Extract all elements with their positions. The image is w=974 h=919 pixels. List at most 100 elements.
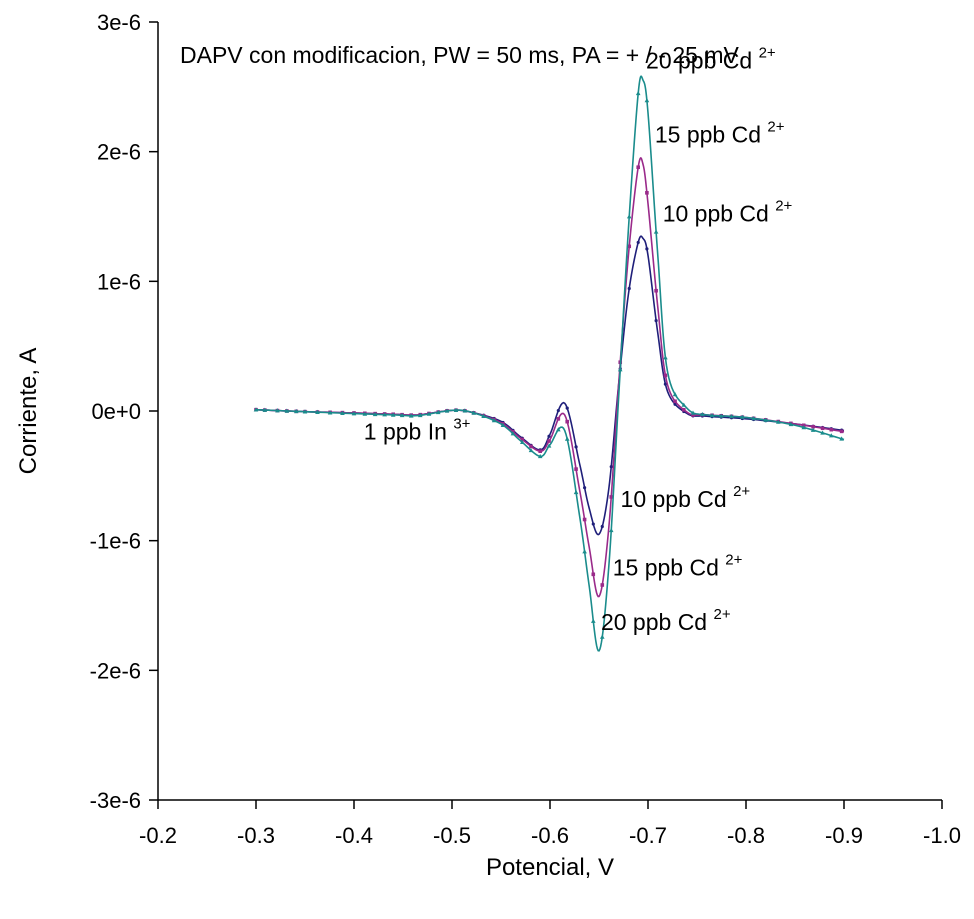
annotation-text: 10 ppb Cd [663,201,776,227]
annotation-label: 20 ppb Cd 2+ [601,606,731,635]
x-tick-label: -0.6 [531,823,569,848]
data-point [645,191,649,195]
data-point [635,90,641,96]
data-point [556,427,561,432]
x-tick-label: -0.7 [629,823,667,848]
data-point [556,417,561,421]
data-point [582,517,587,522]
annotation-label: 10 ppb Cd 2+ [663,198,793,227]
data-point [340,410,345,415]
data-point [426,411,432,416]
x-tick-label: -1.0 [923,823,961,848]
annotation-layer: 1 ppb In 3+20 ppb Cd 2+15 ppb Cd 2+10 pp… [364,45,793,635]
chart-title: DAPV con modificacion, PW = 50 ms, PA = … [180,42,739,68]
y-tick-label: 1e-6 [97,269,141,294]
x-tick-label: -0.8 [727,823,765,848]
data-point [481,413,486,419]
data-point [351,411,357,416]
data-point [644,98,650,103]
series-1 [254,235,845,536]
annotation-superscript: 2+ [759,45,776,62]
data-point [582,549,587,554]
data-point [600,583,605,587]
data-point [435,409,441,415]
y-axis-title: Corriente, A [15,348,42,475]
annotation-superscript: 2+ [775,198,792,215]
data-point [681,402,687,407]
annotation-text: 15 ppb Cd [655,122,768,148]
annotation-label: 1 ppb In 3+ [364,416,471,445]
data-point [626,214,632,219]
data-point [636,165,640,170]
annotation-text: 20 ppb Cd [646,48,759,74]
annotation-text: 20 ppb Cd [601,609,714,635]
data-point [546,443,552,448]
data-point [682,407,686,412]
data-point [600,524,604,529]
data-point [462,408,468,413]
annotation-label: 20 ppb Cd 2+ [646,45,776,74]
y-tick-label: -3e-6 [90,788,141,813]
data-point [828,433,834,438]
annotation-superscript: 2+ [725,552,742,569]
data-point [617,367,623,372]
data-point [574,445,578,449]
data-point [362,411,368,416]
data-point [740,414,745,419]
x-axis-title: Potencial, V [486,854,614,881]
data-point [547,434,551,438]
data-point [820,426,825,431]
data-point [500,422,506,427]
annotation-label: 15 ppb Cd 2+ [613,552,743,581]
annotation-superscript: 2+ [767,119,784,136]
data-point [673,399,677,404]
data-point [444,408,450,413]
data-point [829,427,834,432]
data-point [709,413,715,418]
data-point [399,412,405,418]
data-point [700,411,705,417]
y-tick-label: -1e-6 [90,529,141,554]
data-point [417,412,423,418]
y-ticks: -3e-6 -2e-6 -1e-6 0e+0 1e-6 2e-6 3e-6 [90,10,158,813]
data-point [654,288,658,293]
data-point [591,522,595,526]
data-point [663,373,668,378]
data-point [820,430,825,435]
data-point [408,413,414,418]
data-point [547,439,551,443]
data-point [382,412,387,417]
data-point [327,410,333,415]
data-point [590,618,596,623]
data-point [636,240,640,245]
data-point [275,408,280,413]
data-point [528,447,534,453]
annotation-text: 1 ppb In [364,419,454,445]
data-point [390,412,396,417]
data-point [609,465,613,469]
data-point [556,408,560,413]
x-ticks: -0.2 -0.3 -0.4 -0.5 -0.6 -0.7 -0.8 -0.9 -1.0 [139,800,961,848]
data-point [788,421,794,427]
annotation-superscript: 2+ [713,606,730,623]
annotation-text: 15 ppb Cd [613,555,726,581]
data-point [654,319,658,323]
data-point [663,382,667,386]
annotation-superscript: 2+ [733,483,750,500]
annotation-text: 10 ppb Cd [621,486,734,512]
x-tick-label: -0.9 [825,823,863,848]
data-point [691,413,695,417]
series-3 [253,75,845,652]
x-tick-label: -0.4 [335,823,373,848]
data-point [253,407,259,412]
data-point [491,418,497,423]
annotation-superscript: 3+ [453,416,470,433]
x-tick-label: -0.5 [433,823,471,848]
series-line [255,75,845,652]
data-point [510,431,516,436]
data-point [565,419,570,424]
data-point [529,444,533,449]
data-point [372,411,378,417]
data-point [315,409,320,414]
